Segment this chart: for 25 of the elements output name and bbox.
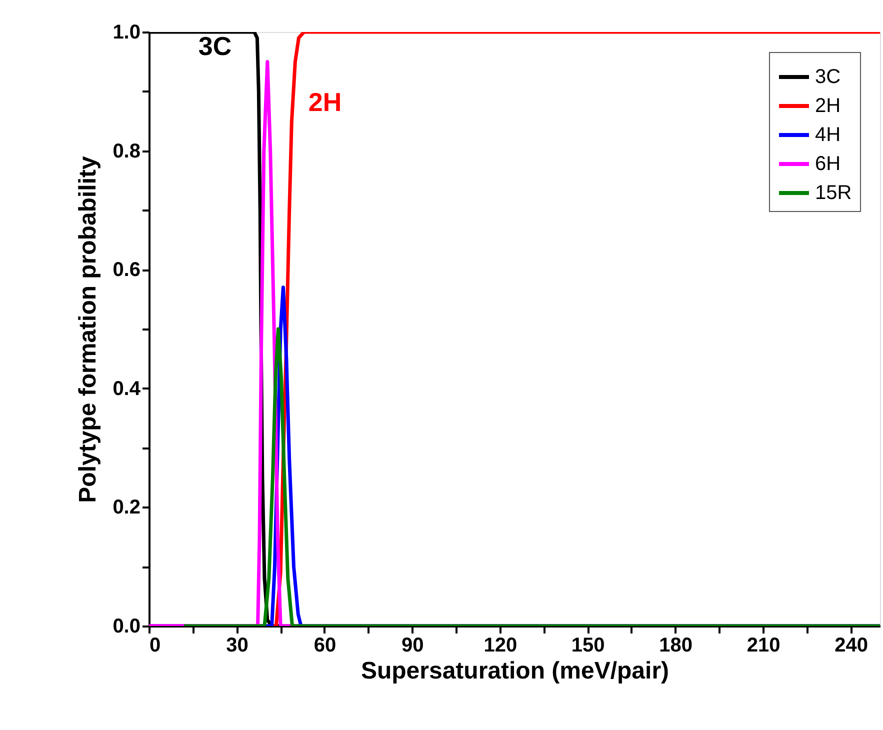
text: 0.0 bbox=[112, 616, 140, 638]
y-tick-label: 1.0 bbox=[112, 22, 140, 44]
line-series bbox=[182, 327, 880, 626]
x-axis-title: Supersaturation (meV/pair) bbox=[360, 658, 670, 684]
x-tick-label: 240 bbox=[834, 634, 868, 656]
annotation: 2H bbox=[308, 87, 342, 117]
legend-label: 4H bbox=[815, 124, 841, 146]
y-tick-label: 0.6 bbox=[112, 259, 140, 282]
y-axis-title: Polytype formation probability bbox=[74, 156, 102, 503]
legend-label: 15R bbox=[815, 182, 852, 204]
x-tick-label: 60 bbox=[314, 634, 336, 656]
y-tick-label: 0.8 bbox=[112, 140, 140, 162]
y-tick-label: 0.2 bbox=[112, 496, 140, 519]
legend-label: 3C bbox=[815, 66, 841, 88]
x-tick-label: 150 bbox=[571, 634, 605, 656]
x-tick-label: 210 bbox=[746, 634, 780, 656]
x-tick-label: 30 bbox=[226, 634, 248, 656]
legend-label: 6H bbox=[815, 153, 841, 175]
annotation: 3C bbox=[198, 31, 232, 61]
legend-label: 2H bbox=[815, 95, 841, 117]
y-tick-label: 0.4 bbox=[112, 378, 142, 400]
x-tick-label: 0 bbox=[150, 634, 161, 656]
x-tick-label: 120 bbox=[484, 634, 518, 656]
x-tick-label: 180 bbox=[659, 634, 693, 656]
x-tick-label: 90 bbox=[402, 634, 424, 656]
